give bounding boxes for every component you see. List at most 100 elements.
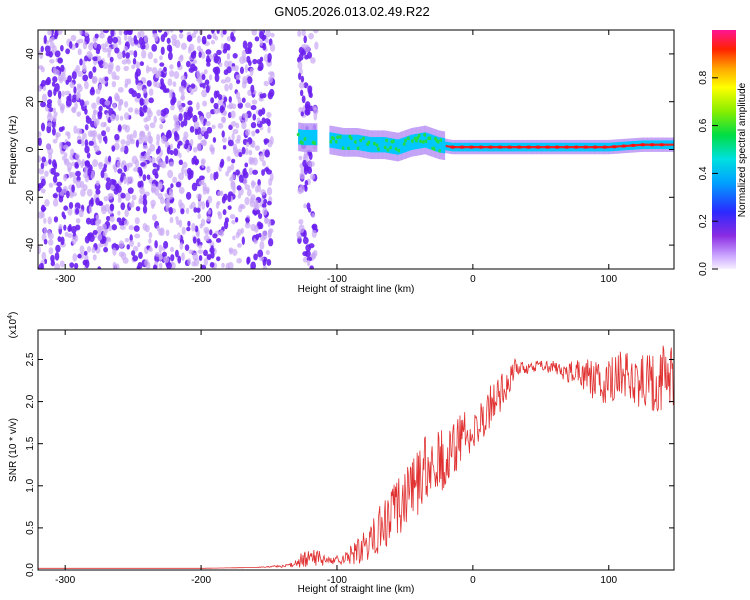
noise-spot: [165, 202, 170, 209]
band-core-spot: [601, 145, 608, 149]
band-core-spot: [658, 143, 665, 147]
noise-spot: [241, 146, 246, 155]
noise-spot: [249, 67, 254, 77]
noise-spot: [128, 224, 134, 231]
noise-spot: [84, 166, 88, 175]
noise-spot: [46, 125, 52, 134]
noise-spot: [46, 76, 51, 85]
colorbar-ticks: 0.0 0.2 0.4 0.6 0.8: [698, 70, 718, 276]
noise-spot: [82, 259, 88, 266]
noise-spot: [217, 190, 223, 197]
noise-spot: [82, 41, 88, 50]
noise-spot: [167, 51, 173, 61]
snr-ytick-label: 0.5: [25, 521, 36, 535]
noise-spot: [189, 125, 195, 133]
noise-spot: [200, 264, 207, 269]
noise-spot: [99, 32, 105, 39]
noise-spot: [69, 81, 75, 89]
noise-spot: [305, 244, 312, 252]
noise-spot: [121, 124, 128, 130]
noise-spot: [184, 244, 190, 251]
noise-spot: [111, 145, 116, 152]
snr-series-line: [38, 345, 674, 569]
noise-spot: [52, 175, 58, 183]
band-core-spot: [563, 145, 570, 149]
noise-spot: [88, 199, 94, 208]
spectrogram-xtick-label: 0: [470, 274, 476, 285]
noise-spot: [304, 185, 308, 192]
noise-spot: [75, 208, 80, 215]
noise-spot: [38, 137, 42, 146]
noise-spot: [143, 97, 149, 106]
noise-spot: [188, 87, 193, 92]
noise-spot: [58, 126, 64, 132]
noise-spot: [172, 81, 177, 87]
noise-spot: [44, 199, 50, 207]
noise-spot: [168, 45, 173, 54]
snr-panel: -300 -200 -100 0 100 0.0 0.5 1.0 1.5 2.0 2.5 Heig…: [7, 312, 675, 595]
noise-spot: [178, 172, 185, 181]
noise-spot: [109, 216, 115, 223]
noise-spot: [56, 186, 62, 193]
noise-spot: [131, 199, 135, 208]
colorbar: 0.0 0.2 0.4 0.6 0.8 Normalized spectral ampl…: [698, 30, 748, 276]
noise-spot: [154, 240, 158, 249]
spectrogram-ytick-label: 20: [25, 96, 36, 108]
noise-spot: [92, 254, 97, 261]
noise-spot: [84, 160, 90, 166]
noise-spot: [117, 51, 123, 60]
noise-spot: [238, 205, 243, 213]
noise-spot: [43, 35, 47, 44]
noise-spot: [148, 232, 153, 239]
noise-spot: [169, 70, 175, 78]
noise-spot: [142, 135, 148, 144]
noise-spot: [155, 186, 161, 191]
noise-spot: [167, 169, 174, 179]
noise-spot: [151, 183, 157, 192]
noise-spot: [311, 252, 317, 260]
noise-spot: [213, 102, 219, 110]
noise-spot: [52, 198, 59, 207]
noise-spot: [196, 207, 201, 213]
noise-spot: [256, 117, 261, 125]
noise-spot: [238, 174, 244, 183]
noise-spot: [231, 158, 236, 164]
noise-spot: [232, 53, 238, 59]
band-core-spot: [535, 145, 541, 149]
noise-spot: [197, 213, 201, 220]
noise-spot: [129, 239, 135, 247]
noise-spot: [176, 232, 181, 241]
noise-spot: [146, 107, 152, 115]
noise-spot: [196, 143, 202, 152]
noise-spot: [170, 254, 175, 262]
noise-spot: [131, 64, 136, 70]
noise-spot: [268, 177, 273, 187]
noise-spot: [206, 126, 213, 134]
noise-spot: [168, 206, 173, 215]
noise-spot: [91, 113, 97, 121]
noise-spot: [261, 34, 267, 40]
noise-spot: [302, 251, 308, 257]
noise-spot: [114, 95, 121, 102]
noise-spot: [107, 155, 112, 163]
noise-spot: [70, 148, 75, 157]
snr-xtick-label: -100: [327, 575, 347, 586]
noise-spot: [62, 214, 67, 220]
noise-spot: [52, 66, 57, 75]
noise-spot: [203, 249, 208, 257]
noise-spot: [118, 40, 122, 45]
snr-background: [38, 330, 674, 570]
noise-spot: [123, 219, 129, 226]
spectrogram-ytick-label: 0: [25, 146, 36, 152]
noise-spot: [118, 30, 123, 36]
noise-spot: [79, 58, 83, 66]
noise-spot: [300, 75, 305, 83]
noise-spot: [300, 49, 307, 56]
noise-spot: [151, 203, 155, 209]
noise-spot: [244, 78, 248, 85]
noise-spot: [209, 261, 215, 268]
noise-spot: [139, 168, 143, 177]
noise-spot: [231, 133, 235, 141]
noise-spot: [216, 256, 221, 262]
noise-spot: [201, 89, 208, 98]
